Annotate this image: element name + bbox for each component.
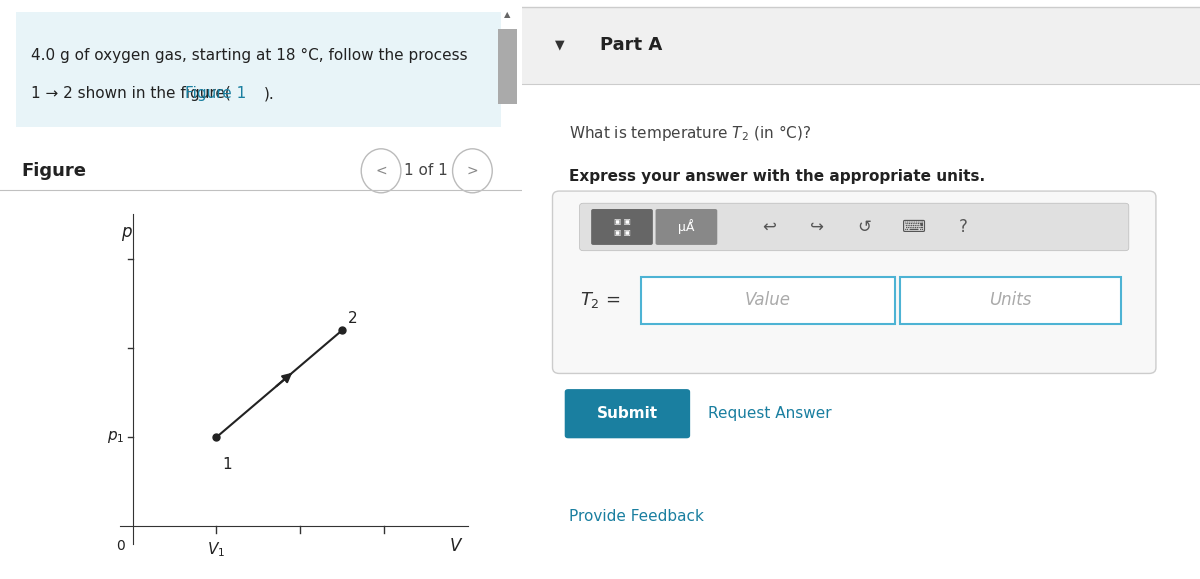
Text: Units: Units — [989, 291, 1031, 309]
Text: Provide Feedback: Provide Feedback — [570, 509, 704, 524]
Text: <: < — [376, 164, 386, 178]
FancyBboxPatch shape — [592, 209, 653, 245]
Text: ▣ ▣
▣ ▣: ▣ ▣ ▣ ▣ — [613, 217, 630, 237]
FancyBboxPatch shape — [552, 191, 1156, 373]
Text: 1 → 2 shown in the figure(: 1 → 2 shown in the figure( — [31, 86, 232, 101]
FancyBboxPatch shape — [522, 7, 1200, 84]
Text: ↩: ↩ — [762, 218, 776, 236]
Text: Submit: Submit — [596, 406, 658, 421]
Text: μÅ: μÅ — [678, 219, 695, 234]
Text: ⌨: ⌨ — [902, 218, 926, 236]
Text: $T_2$ =: $T_2$ = — [580, 290, 620, 310]
Text: ?: ? — [959, 218, 967, 236]
FancyBboxPatch shape — [641, 277, 895, 324]
FancyBboxPatch shape — [580, 203, 1129, 251]
Circle shape — [452, 149, 492, 193]
Text: >: > — [467, 164, 479, 178]
Text: Figure: Figure — [20, 162, 86, 180]
Text: Value: Value — [744, 291, 791, 309]
Text: Figure 1: Figure 1 — [185, 86, 246, 101]
Text: ▼: ▼ — [554, 39, 564, 52]
Text: $p_1$: $p_1$ — [107, 429, 125, 445]
FancyBboxPatch shape — [498, 29, 517, 104]
Text: ↪: ↪ — [810, 218, 824, 236]
Text: Part A: Part A — [600, 36, 662, 54]
Text: ▲: ▲ — [504, 10, 511, 19]
Text: What is temperature $T_2$ (in °C)?: What is temperature $T_2$ (in °C)? — [570, 123, 811, 143]
Circle shape — [361, 149, 401, 193]
Text: ↺: ↺ — [858, 218, 871, 236]
Text: ).: ). — [264, 86, 275, 101]
Text: $V_1$: $V_1$ — [208, 540, 226, 559]
FancyBboxPatch shape — [16, 12, 502, 127]
FancyBboxPatch shape — [900, 277, 1121, 324]
Text: 0: 0 — [115, 539, 125, 553]
Text: 1 of 1: 1 of 1 — [403, 163, 448, 178]
Text: 2: 2 — [348, 311, 358, 326]
Text: 1: 1 — [222, 457, 232, 472]
Text: Request Answer: Request Answer — [708, 406, 832, 421]
Text: Express your answer with the appropriate units.: Express your answer with the appropriate… — [570, 169, 985, 184]
Text: 4.0 g of oxygen gas, starting at 18 °C, follow the process: 4.0 g of oxygen gas, starting at 18 °C, … — [31, 47, 468, 63]
FancyBboxPatch shape — [565, 389, 690, 438]
Text: p: p — [121, 223, 131, 241]
FancyBboxPatch shape — [655, 209, 718, 245]
Text: V: V — [450, 537, 461, 555]
